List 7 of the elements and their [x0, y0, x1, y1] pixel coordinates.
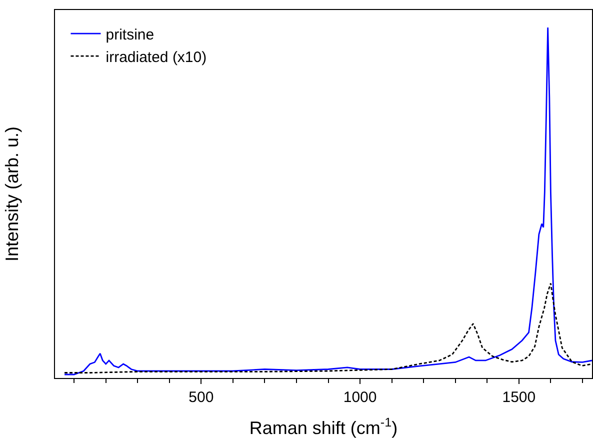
x-axis-title: Raman shift (cm$^{-1}$): [249, 415, 398, 438]
x-tick-label: 1500: [502, 389, 536, 406]
y-axis-title: Intensity (arb. u.): [2, 126, 22, 262]
legend-label: irradiated (x10): [106, 48, 207, 66]
x-tick-label: 500: [188, 389, 214, 406]
legend-label: pritsine: [106, 26, 154, 44]
x-tick-label: 1000: [343, 389, 377, 406]
